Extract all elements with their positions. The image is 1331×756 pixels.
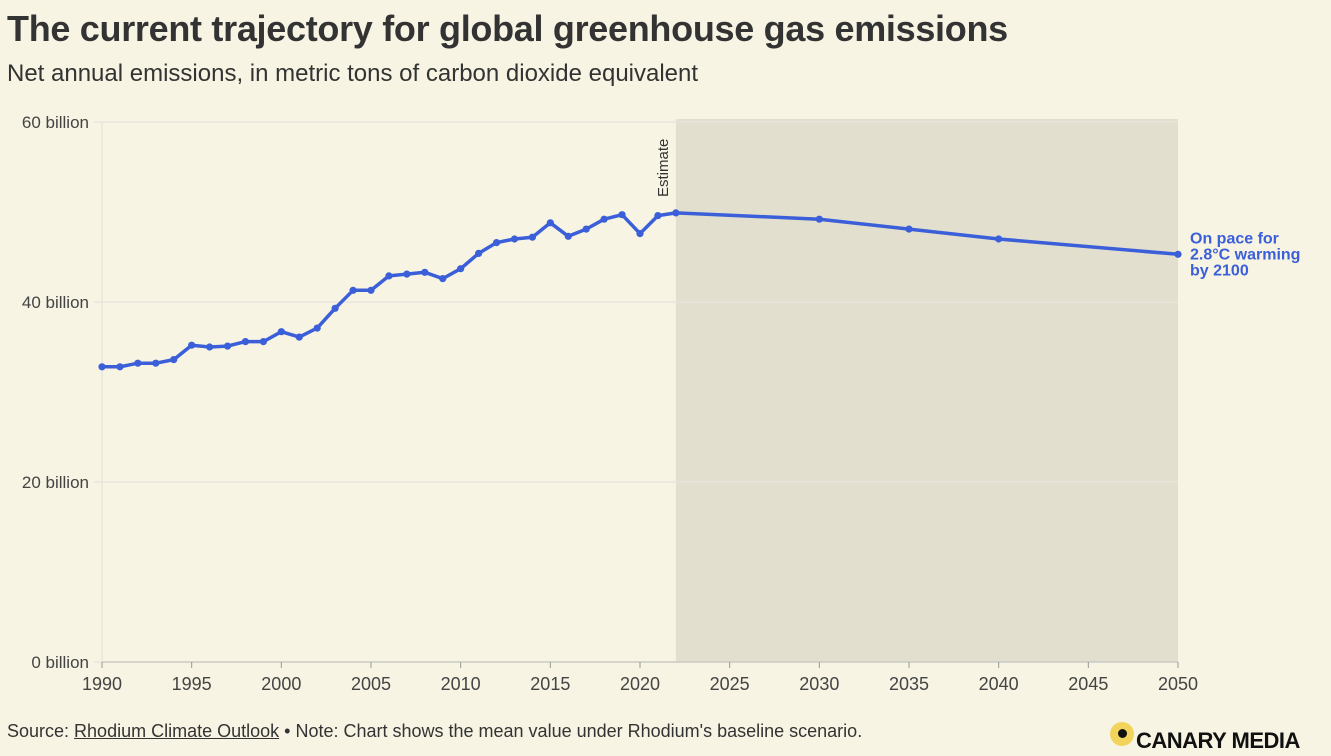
x-tick-label: 2050 (1158, 674, 1198, 694)
y-tick-label: 0 billion (31, 653, 89, 672)
estimate-region (675, 119, 1178, 662)
data-point (546, 219, 554, 227)
data-point (510, 235, 519, 243)
data-point (528, 233, 537, 241)
data-point (116, 363, 124, 371)
estimate-label: Estimate (655, 139, 672, 197)
data-point (457, 265, 465, 273)
data-point (223, 342, 232, 350)
data-point (403, 270, 411, 278)
footer-note: • Note: Chart shows the mean value under… (279, 721, 863, 741)
data-point (331, 304, 339, 312)
data-point (1174, 250, 1182, 258)
data-point (421, 268, 429, 276)
x-tick-label: 2010 (441, 674, 481, 694)
x-tick-label: 2035 (889, 674, 929, 694)
data-point (313, 324, 321, 332)
x-tick-label: 2005 (351, 674, 391, 694)
source-link[interactable]: Rhodium Climate Outlook (74, 721, 280, 741)
chart-subtitle: Net annual emissions, in metric tons of … (7, 60, 699, 87)
end-annotation-line: by 2100 (1190, 262, 1249, 279)
data-point (259, 338, 267, 346)
logo-dot-icon (1110, 722, 1134, 746)
y-tick-label: 60 billion (22, 113, 89, 132)
data-point (134, 359, 142, 367)
data-point (564, 232, 572, 240)
data-point (349, 286, 357, 294)
data-point (618, 211, 626, 219)
x-tick-label: 2045 (1068, 674, 1108, 694)
y-tick-label: 20 billion (22, 473, 89, 492)
data-point (295, 333, 303, 341)
source-prefix: Source: (7, 721, 75, 741)
data-point (995, 235, 1003, 243)
data-point (582, 225, 590, 233)
x-tick-label: 1990 (82, 674, 122, 694)
data-point (654, 212, 662, 220)
data-point (241, 338, 250, 346)
data-point (98, 363, 106, 371)
data-point (672, 209, 680, 217)
data-point (367, 286, 375, 294)
footer: Source: Rhodium Climate Outlook • Note: … (7, 721, 862, 742)
data-point (815, 215, 823, 223)
data-point (188, 341, 196, 349)
end-annotation-line: On pace for (1190, 230, 1279, 247)
data-point (905, 225, 913, 233)
x-tick-label: 2040 (979, 674, 1019, 694)
y-tick-label: 40 billion (22, 293, 89, 312)
x-tick-label: 2000 (261, 674, 301, 694)
chart-title: The current trajectory for global greenh… (7, 8, 1008, 49)
data-point (475, 249, 483, 257)
data-point (152, 359, 160, 367)
canary-media-logo: CANARY MEDIA (1110, 714, 1300, 754)
data-point (277, 328, 285, 336)
end-annotation-line: 2.8°C warming (1190, 246, 1300, 263)
x-tick-label: 2020 (620, 674, 660, 694)
x-tick-label: 2015 (530, 674, 570, 694)
data-point (600, 215, 608, 223)
logo-text: CANARY MEDIA (1136, 728, 1300, 753)
x-tick-label: 2030 (799, 674, 839, 694)
data-point (170, 356, 178, 364)
data-point (385, 272, 393, 280)
data-point (206, 343, 214, 351)
data-point (636, 230, 644, 238)
x-tick-label: 2025 (710, 674, 750, 694)
data-point (439, 275, 447, 283)
data-point (492, 239, 501, 247)
x-tick-label: 1995 (172, 674, 212, 694)
